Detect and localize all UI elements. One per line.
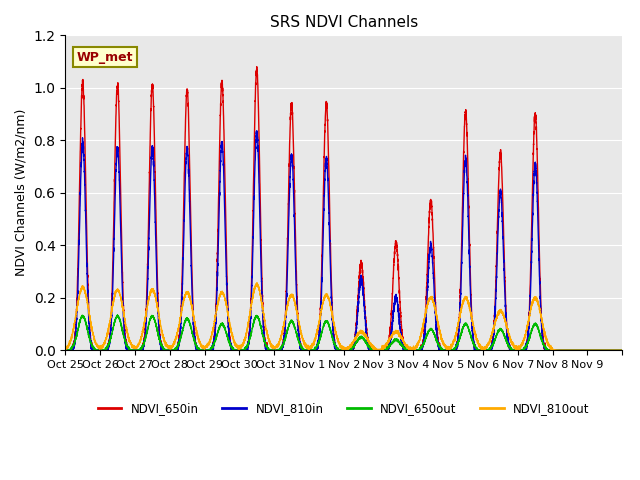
NDVI_810out (618, 348, 626, 353)
NDVI_810in (253, 128, 260, 133)
NDVI_650out (474, 347, 482, 352)
NDVI_810out (90, 331, 97, 336)
NDVI_650out (415, 346, 423, 352)
NDVI_810in (69, 348, 77, 353)
NDVI_650in (69, 348, 77, 353)
NDVI_810out (415, 337, 423, 343)
NDVI_650out (263, 344, 271, 350)
NDVI_650in (61, 348, 69, 353)
NDVI_810out (341, 348, 349, 353)
NDVI_650out (114, 312, 122, 318)
Text: WP_met: WP_met (76, 50, 133, 63)
NDVI_650in (474, 347, 482, 353)
Line: NDVI_810out: NDVI_810out (65, 283, 622, 350)
NDVI_810out (263, 330, 271, 336)
NDVI_810out (253, 280, 260, 286)
NDVI_650in (90, 347, 97, 352)
NDVI_810in (61, 348, 69, 353)
Line: NDVI_650out: NDVI_650out (65, 315, 622, 350)
Line: NDVI_650in: NDVI_650in (65, 67, 622, 350)
Title: SRS NDVI Channels: SRS NDVI Channels (269, 15, 418, 30)
NDVI_810in (618, 348, 626, 353)
NDVI_650in (391, 244, 399, 250)
NDVI_650in (253, 64, 260, 70)
NDVI_810out (504, 329, 512, 335)
Legend: NDVI_650in, NDVI_810in, NDVI_650out, NDVI_810out: NDVI_650in, NDVI_810in, NDVI_650out, NDV… (93, 397, 595, 420)
NDVI_650out (61, 348, 69, 353)
NDVI_650out (391, 336, 399, 342)
NDVI_650out (90, 344, 97, 350)
Y-axis label: NDVI Channels (W/m2/nm): NDVI Channels (W/m2/nm) (15, 109, 28, 276)
NDVI_650in (618, 348, 626, 353)
NDVI_810out (391, 330, 399, 336)
NDVI_650out (504, 343, 512, 349)
NDVI_650out (618, 348, 626, 353)
NDVI_650in (504, 340, 512, 346)
NDVI_650in (263, 346, 271, 352)
NDVI_810in (504, 341, 512, 347)
NDVI_810in (474, 347, 482, 353)
NDVI_810in (415, 347, 423, 353)
NDVI_810out (474, 341, 482, 347)
NDVI_810in (263, 347, 271, 352)
NDVI_810in (391, 298, 399, 303)
NDVI_810in (90, 347, 97, 352)
NDVI_810out (61, 347, 69, 352)
NDVI_650in (415, 347, 423, 353)
Line: NDVI_810in: NDVI_810in (65, 131, 622, 350)
